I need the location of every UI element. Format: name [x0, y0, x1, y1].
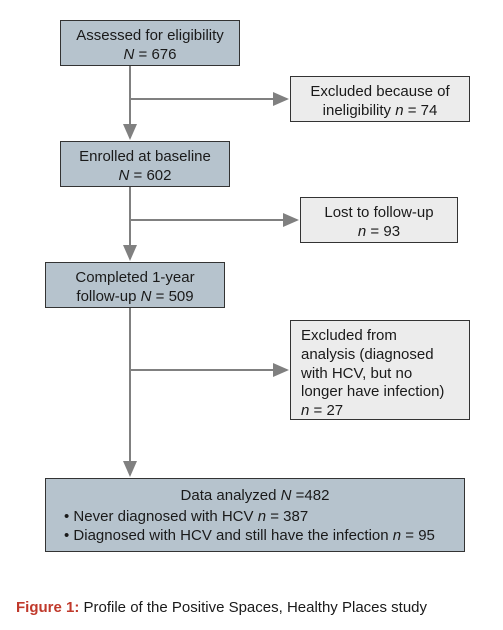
enrolled-val: 602	[146, 167, 171, 184]
final-b1-val: 387	[283, 508, 308, 525]
final-bullet-1: Never diagnosed with HCV n = 387	[64, 508, 452, 527]
node-excluded-analysis: Excluded from analysis (diagnosed with H…	[290, 320, 470, 420]
final-b1-a: Never diagnosed with HCV	[73, 508, 257, 525]
completed-val: 509	[169, 288, 194, 305]
final-b2-a: Diagnosed with HCV and still have the in…	[73, 527, 392, 544]
enrolled-line1: Enrolled at baseline	[79, 148, 211, 165]
excl1-eq: =	[404, 102, 421, 119]
excl3-l3: with HCV, but no	[301, 365, 412, 382]
excl1-var: n	[395, 102, 403, 119]
excl3-val: 27	[326, 402, 343, 419]
assessed-eq: =	[134, 46, 151, 63]
node-final: Data analyzed N =482 Never diagnosed wit…	[45, 478, 465, 552]
excl2-eq: =	[366, 223, 383, 240]
final-b1-eq: =	[266, 508, 283, 525]
assessed-var: N	[124, 46, 135, 63]
excl2-line1: Lost to follow-up	[324, 204, 433, 221]
excl1-line1: Excluded because of	[310, 83, 449, 100]
excl2-var: n	[358, 223, 366, 240]
final-hdr-var: N	[281, 487, 292, 504]
node-completed: Completed 1-year follow-up N = 509	[45, 262, 225, 308]
excl1-line2a: ineligibility	[323, 102, 396, 119]
excl3-l1: Excluded from	[301, 327, 397, 344]
final-b2-var: n	[393, 527, 401, 544]
final-b2-val: 95	[418, 527, 435, 544]
final-hdr-val: 482	[304, 487, 329, 504]
assessed-val: 676	[151, 46, 176, 63]
completed-line2a: follow-up	[76, 288, 140, 305]
excl2-val: 93	[383, 223, 400, 240]
enrolled-eq: =	[129, 167, 146, 184]
completed-eq: =	[151, 288, 168, 305]
final-bullet-2: Diagnosed with HCV and still have the in…	[64, 527, 452, 546]
completed-line1: Completed 1-year	[75, 269, 194, 286]
excl3-eq: =	[309, 402, 326, 419]
caption-text: Profile of the Positive Spaces, Healthy …	[79, 599, 427, 616]
enrolled-var: N	[119, 167, 130, 184]
excl3-l4: longer have infection)	[301, 383, 444, 400]
completed-var: N	[141, 288, 152, 305]
final-b2-eq: =	[401, 527, 418, 544]
node-enrolled: Enrolled at baseline N = 602	[60, 141, 230, 187]
node-assessed: Assessed for eligibility N = 676	[60, 20, 240, 66]
node-lost-followup: Lost to follow-up n = 93	[300, 197, 458, 243]
final-hdr-eq: =	[291, 487, 304, 504]
assessed-line1: Assessed for eligibility	[76, 27, 224, 44]
figure-caption: Figure 1: Profile of the Positive Spaces…	[16, 599, 427, 616]
final-hdr-a: Data analyzed	[181, 487, 281, 504]
final-b1-var: n	[258, 508, 266, 525]
node-excluded-ineligibility: Excluded because of ineligibility n = 74	[290, 76, 470, 122]
excl3-l2: analysis (diagnosed	[301, 346, 434, 363]
caption-label: Figure 1:	[16, 599, 79, 616]
excl1-val: 74	[421, 102, 438, 119]
